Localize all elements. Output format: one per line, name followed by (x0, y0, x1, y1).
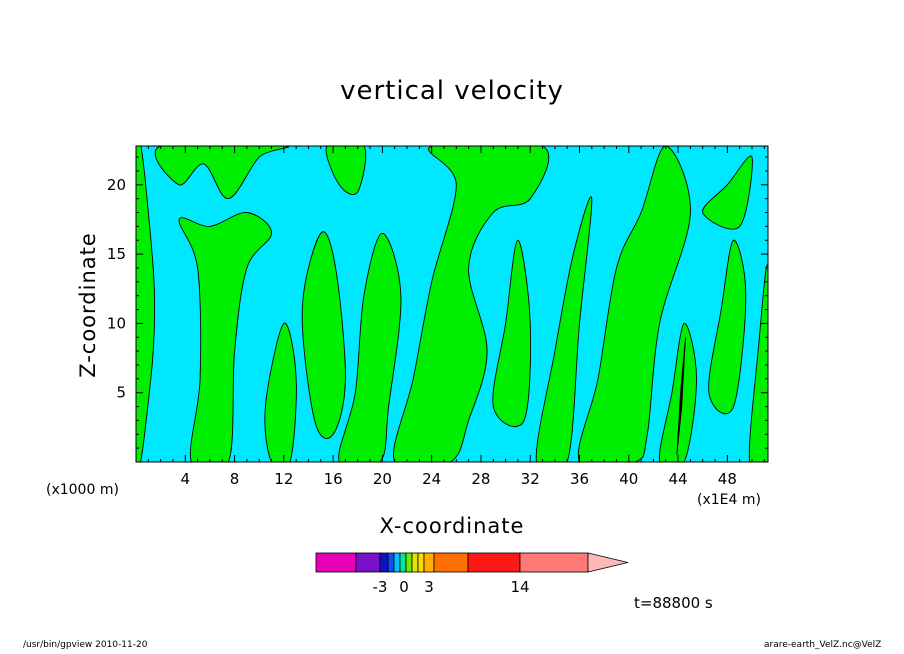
contour-region (136, 146, 156, 462)
colorbar-label: 0 (399, 578, 409, 596)
x-tick-label: 28 (471, 470, 490, 488)
contour-region (338, 232, 402, 462)
colorbar-segment (355, 552, 381, 573)
contour-region (702, 155, 753, 230)
x-tick-label: 48 (718, 470, 737, 488)
contour-region (708, 239, 747, 414)
x-tick-label: 16 (324, 470, 343, 488)
y-tick-label: 15 (107, 245, 126, 263)
colorbar-segment (387, 552, 395, 573)
y-axis-label: Z-coordinate (76, 232, 100, 378)
plot-frame (135, 145, 769, 463)
contour-region (301, 231, 346, 439)
colorbar-segment (393, 552, 401, 573)
colorbar-segment (405, 552, 413, 573)
colorbar-label: 3 (424, 578, 434, 596)
colorbar-segment (315, 552, 357, 573)
contour-extreme-region (676, 337, 686, 456)
contour-region (393, 146, 549, 462)
x-tick-label: 12 (274, 470, 293, 488)
x-axis-unit-left: (x1000 m) (46, 482, 119, 498)
x-tick-label: 20 (373, 470, 392, 488)
time-annotation: t=88800 s (634, 594, 713, 612)
x-tick-label: 40 (619, 470, 638, 488)
x-axis-label: X-coordinate (379, 514, 525, 538)
contour-region (577, 146, 691, 462)
x-tick-label: 36 (570, 470, 589, 488)
footer-command: /usr/bin/gpview 2010-11-20 (23, 640, 148, 650)
chart-title: vertical velocity (340, 76, 564, 106)
colorbar-segment (399, 552, 407, 573)
colorbar-segment (417, 552, 425, 573)
x-axis-unit-right: (x1E4 m) (697, 492, 761, 508)
y-tick-label: 20 (107, 176, 126, 194)
colorbar-segment (467, 552, 521, 573)
colorbar-extension-triangle (587, 552, 629, 573)
contour-region (535, 196, 593, 462)
contour-region (154, 146, 289, 200)
footer-filename: arare-earth_VelZ.nc@VelZ (764, 640, 882, 650)
x-tick-label: 8 (230, 470, 240, 488)
contour-region (325, 146, 367, 195)
x-tick-label: 4 (181, 470, 191, 488)
colorbar-segment (433, 552, 469, 573)
contour-region (658, 322, 697, 462)
colorbar-segment (519, 552, 589, 573)
colorbar-segment (423, 552, 435, 573)
colorbar-label: 14 (510, 578, 529, 596)
y-tick-label: 5 (116, 384, 126, 402)
colorbar-label: -3 (373, 578, 388, 596)
x-tick-label: 44 (669, 470, 688, 488)
x-tick-label: 32 (521, 470, 540, 488)
contour-region (178, 212, 272, 462)
x-tick-label: 24 (422, 470, 441, 488)
colorbar-segment (411, 552, 419, 573)
contour-region (492, 239, 532, 427)
contour-region (748, 264, 768, 462)
y-tick-label: 10 (107, 314, 126, 332)
colorbar-segment (379, 552, 389, 573)
